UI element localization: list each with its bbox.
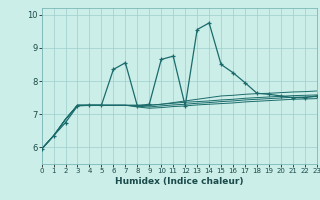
X-axis label: Humidex (Indice chaleur): Humidex (Indice chaleur) [115,177,244,186]
